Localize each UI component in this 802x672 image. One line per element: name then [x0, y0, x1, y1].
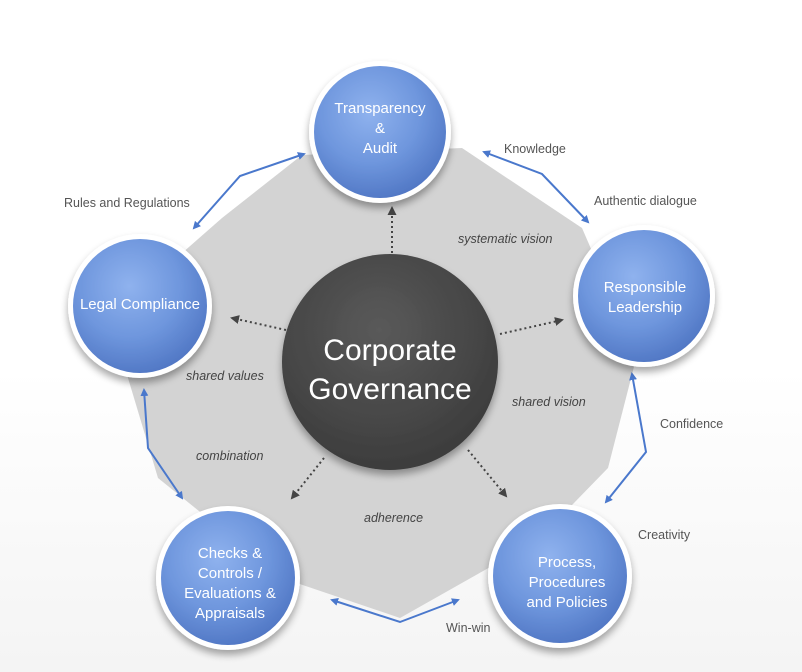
label-authentic-dialogue: Authentic dialogue — [594, 194, 697, 208]
label-adherence: adherence — [364, 511, 423, 525]
inner-arrows — [230, 206, 564, 500]
label-shared-vision: shared vision — [512, 395, 586, 409]
label-creativity: Creativity — [638, 528, 691, 542]
connector-checks-legal — [140, 388, 184, 500]
arrow-to-leadership — [499, 317, 564, 335]
label-confidence: Confidence — [660, 417, 723, 431]
checks-line2: Controls / — [198, 565, 263, 582]
checks-line1: Checks & — [198, 545, 262, 562]
label-knowledge: Knowledge — [504, 142, 566, 156]
checks-line3: Evaluations & — [184, 585, 276, 602]
arrow-to-legal — [230, 315, 287, 331]
label-win-win: Win-win — [446, 621, 490, 635]
transparency-line2: & — [375, 120, 385, 137]
process-line3: and Policies — [527, 594, 608, 611]
node-checks-controls — [156, 506, 300, 650]
node-legal-compliance — [68, 234, 212, 378]
label-shared-values: shared values — [186, 369, 264, 383]
checks-line4: Appraisals — [195, 605, 265, 622]
legal-line1: Legal Compliance — [80, 296, 200, 313]
label-combination: combination — [196, 449, 263, 463]
label-rules-regulations: Rules and Regulations — [64, 196, 190, 210]
leadership-line1: Responsible — [604, 279, 687, 296]
center-node — [282, 254, 498, 470]
outer-connectors — [140, 150, 648, 624]
center-title-line1: Corporate — [323, 334, 456, 367]
node-process-procedures-policies — [488, 504, 632, 648]
connector-transparency-legal — [192, 152, 306, 230]
transparency-line1: Transparency — [334, 100, 426, 117]
transparency-line3: Audit — [363, 140, 398, 157]
node-responsible-leadership — [573, 225, 715, 367]
center-title-line2: Governance — [308, 373, 471, 406]
leadership-line2: Leadership — [608, 299, 682, 316]
process-line2: Procedures — [529, 574, 606, 591]
arrow-to-checks — [290, 457, 325, 500]
label-systematic-vision: systematic vision — [458, 232, 553, 246]
connector-process-checks — [330, 598, 460, 624]
node-transparency-audit — [309, 61, 451, 203]
connector-leadership-process — [604, 372, 648, 504]
connector-transparency-leadership — [482, 150, 590, 224]
process-line1: Process, — [538, 554, 596, 571]
